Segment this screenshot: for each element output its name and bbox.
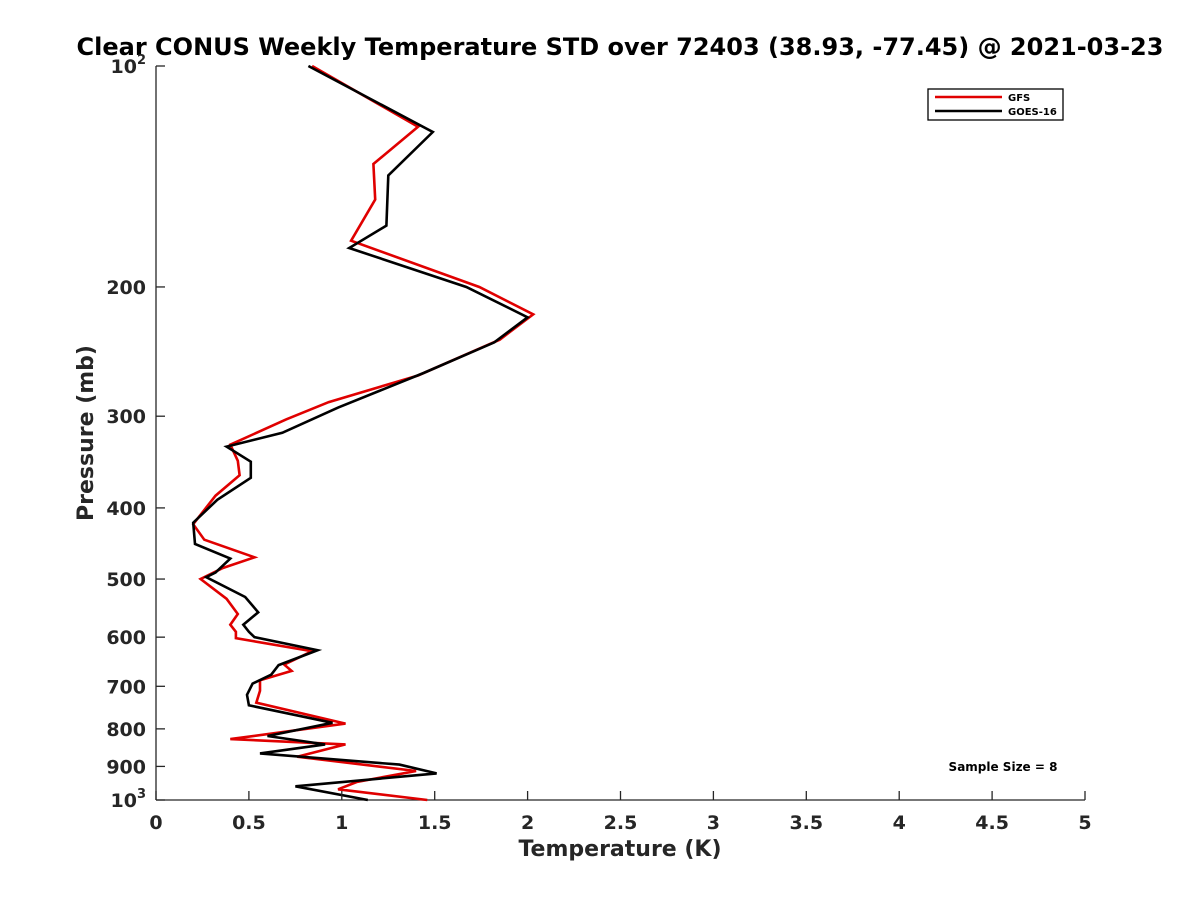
legend: GFS GOES-16	[927, 88, 1064, 121]
x-tick-label: 2.5	[604, 812, 638, 834]
y-tick-label: 200	[106, 277, 146, 299]
y-tick-label: 500	[106, 569, 146, 591]
y-tick-label: 600	[106, 627, 146, 649]
y-axis-ticks: 102 200 300 400 500 600 700 800 900 103	[106, 53, 165, 812]
legend-label: GFS	[1008, 93, 1030, 104]
sample-size-annotation: Sample Size = 8	[949, 760, 1058, 774]
y-tick-label: 700	[106, 676, 146, 698]
legend-box	[927, 88, 1064, 121]
y-tick-label: 900	[106, 756, 146, 778]
x-tick-label: 1.5	[418, 812, 452, 834]
x-tick-label: 4.5	[975, 812, 1009, 834]
x-tick-label: 3	[707, 812, 720, 834]
series-line-goes-16	[191, 64, 531, 802]
y-tick-label: 102	[111, 53, 147, 78]
y-tick-label: 800	[106, 719, 146, 741]
chart-title: Clear CONUS Weekly Temperature STD over …	[77, 33, 1164, 61]
x-tick-label: 2	[521, 812, 534, 834]
x-axis-label: Temperature (K)	[518, 837, 721, 862]
y-tick-label: 103	[111, 787, 147, 812]
plot-area	[155, 66, 1085, 801]
x-tick-label: 4	[893, 812, 906, 834]
x-tick-label: 0	[149, 812, 162, 834]
x-tick-label: 1	[335, 812, 348, 834]
y-tick-label: 300	[106, 406, 146, 428]
y-axis-label: Pressure (mb)	[74, 345, 99, 521]
x-tick-label: 0.5	[232, 812, 266, 834]
x-tick-label: 5	[1078, 812, 1091, 834]
x-tick-label: 3.5	[789, 812, 823, 834]
y-tick-label: 400	[106, 498, 146, 520]
series-lines	[191, 64, 536, 802]
series-line-gfs	[191, 64, 536, 802]
legend-label: GOES-16	[1008, 107, 1057, 118]
x-axis-ticks: 0 0.5 1 1.5 2 2.5 3 3.5 4 4.5 5	[149, 791, 1092, 834]
